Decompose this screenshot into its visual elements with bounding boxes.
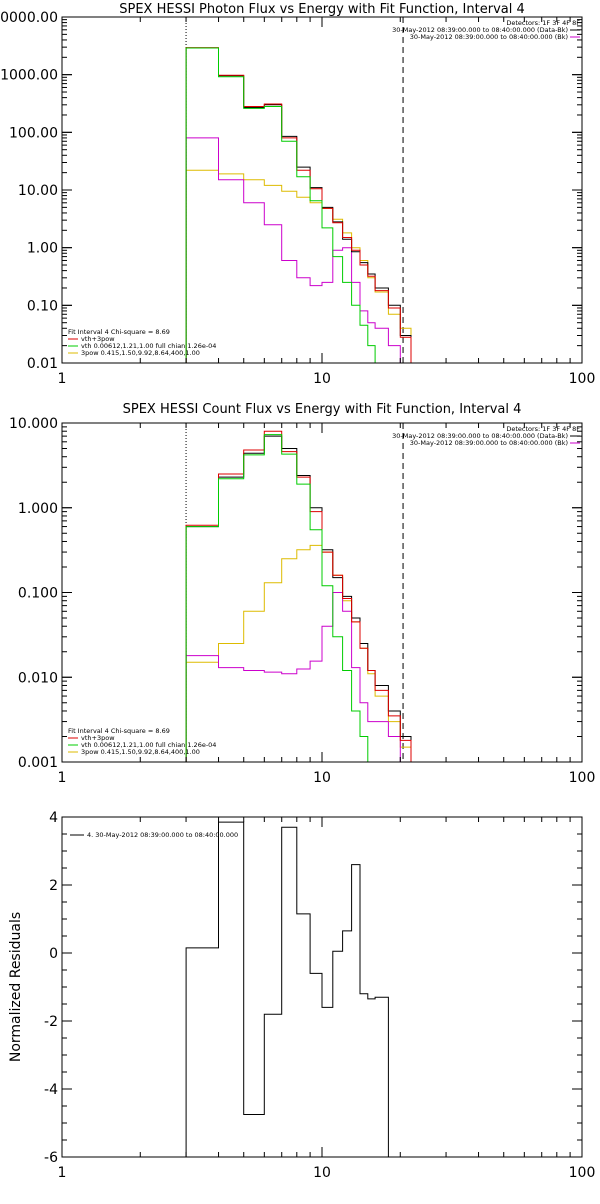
y-tick-label: 0.10 <box>27 298 58 314</box>
y-tick-label: 2 <box>49 878 58 894</box>
y-tick-label: 4 <box>49 810 58 826</box>
legend-top-left: 4. 30-May-2012 08:39:00.000 to 08:40:00.… <box>70 831 238 839</box>
series-step-curve-0 <box>185 47 412 363</box>
y-axis-label: Normalized Residuals <box>8 912 24 1062</box>
series-step-vth-3pow <box>185 430 412 762</box>
x-tick-label: 100 <box>569 371 596 387</box>
y-tick-label: 0 <box>49 946 58 962</box>
series-step-curve-0 <box>185 435 412 762</box>
legend-bottom-left: Fit Interval 4 Chi-square = 8.69vth+3pow… <box>68 328 216 357</box>
legend-fit-header: Fit Interval 4 Chi-square = 8.69 <box>68 727 170 735</box>
y-tick-label: 10.00 <box>18 183 58 199</box>
chart-title: SPEX HESSI Photon Flux vs Energy with Fi… <box>119 2 525 17</box>
legend-fit-header: Fit Interval 4 Chi-square = 8.69 <box>68 328 170 336</box>
legend-entry-label: vth+3pow <box>81 734 115 742</box>
y-tick-label: 0.010 <box>18 670 58 686</box>
y-tick-label: -4 <box>44 1082 58 1098</box>
series-step-curve-4 <box>185 137 401 363</box>
legend-entry-label: 30-May-2012 08:39:00.000 to 08:40:00.000… <box>392 432 568 440</box>
x-tick-label: 100 <box>569 770 596 786</box>
plot-area <box>185 47 426 363</box>
plot-area <box>185 821 389 1157</box>
x-tick-label: 10 <box>313 770 331 786</box>
chart-panel-2: SPEX HESSI Count Flux vs Energy with Fit… <box>9 402 595 786</box>
y-tick-label: 100.00 <box>9 125 58 141</box>
y-tick-label: 0.100 <box>18 586 58 602</box>
y-tick-label: 10.000 <box>9 416 58 432</box>
y-tick-label: 0.01 <box>27 356 58 372</box>
y-tick-label: 1.00 <box>27 241 58 257</box>
legend-entry-label: 3pow 0.415,1.50,9.92,8.64,400,1.00 <box>81 748 200 756</box>
y-tick-label: 1.000 <box>18 501 58 517</box>
legend-entry-label: 4. 30-May-2012 08:39:00.000 to 08:40:00.… <box>87 831 238 839</box>
series-step-curve-0 <box>185 821 389 1157</box>
chart-title: SPEX HESSI Count Flux vs Energy with Fit… <box>123 402 522 417</box>
series-step-curve-4 <box>185 592 401 762</box>
x-tick-label: 1 <box>58 1165 67 1181</box>
legend-entry-label: vth 0.00612,1.21,1.00 full chian 1.26e-0… <box>81 342 216 350</box>
legend-detectors: Detectors: 1F 3F 4F 8F <box>506 425 580 433</box>
x-tick-label: 100 <box>569 1165 596 1181</box>
y-tick-label: -6 <box>44 1150 58 1166</box>
y-tick-label: -2 <box>44 1014 58 1030</box>
x-tick-label: 10 <box>313 371 331 387</box>
y-tick-label: 1000.00 <box>0 68 58 84</box>
series-step-3pow <box>185 169 426 363</box>
legend-entry-label: vth 0.00612,1.21,1.00 full chian 1.26e-0… <box>81 741 216 749</box>
chart-panel-1: SPEX HESSI Photon Flux vs Energy with Fi… <box>0 2 595 387</box>
legend-entry-label: 30-May-2012 08:39:00.000 to 08:40:00.000… <box>410 439 568 447</box>
legend-entry-label: 30-May-2012 08:39:00.000 to 08:40:00.000… <box>392 26 568 34</box>
x-tick-label: 1 <box>58 770 67 786</box>
plot-frame <box>61 422 583 763</box>
y-tick-label: 10000.00 <box>0 10 58 26</box>
legend-entry-label: 30-May-2012 08:39:00.000 to 08:40:00.000… <box>410 33 568 41</box>
plot-area <box>185 430 426 762</box>
series-step-vth <box>185 434 376 762</box>
series-step-vth <box>185 47 389 363</box>
y-tick-label: 0.001 <box>18 755 58 771</box>
x-tick-label: 1 <box>58 371 67 387</box>
series-step-3pow <box>185 544 426 762</box>
legend-entry-label: vth+3pow <box>81 335 115 343</box>
legend-detectors: Detectors: 1F 3F 4F 8F <box>506 19 580 27</box>
chart-panel-3: 1 10 100 -6 -4 -2 0 2 4 Normalized Residuals 4. 30… <box>8 810 595 1181</box>
legend-bottom-left: Fit Interval 4 Chi-square = 8.69vth+3pow… <box>68 727 216 756</box>
series-step-vth-3pow <box>185 47 412 363</box>
x-tick-label: 10 <box>313 1165 331 1181</box>
legend-entry-label: 3pow 0.415,1.50,9.92,8.64,400,1.00 <box>81 349 200 357</box>
